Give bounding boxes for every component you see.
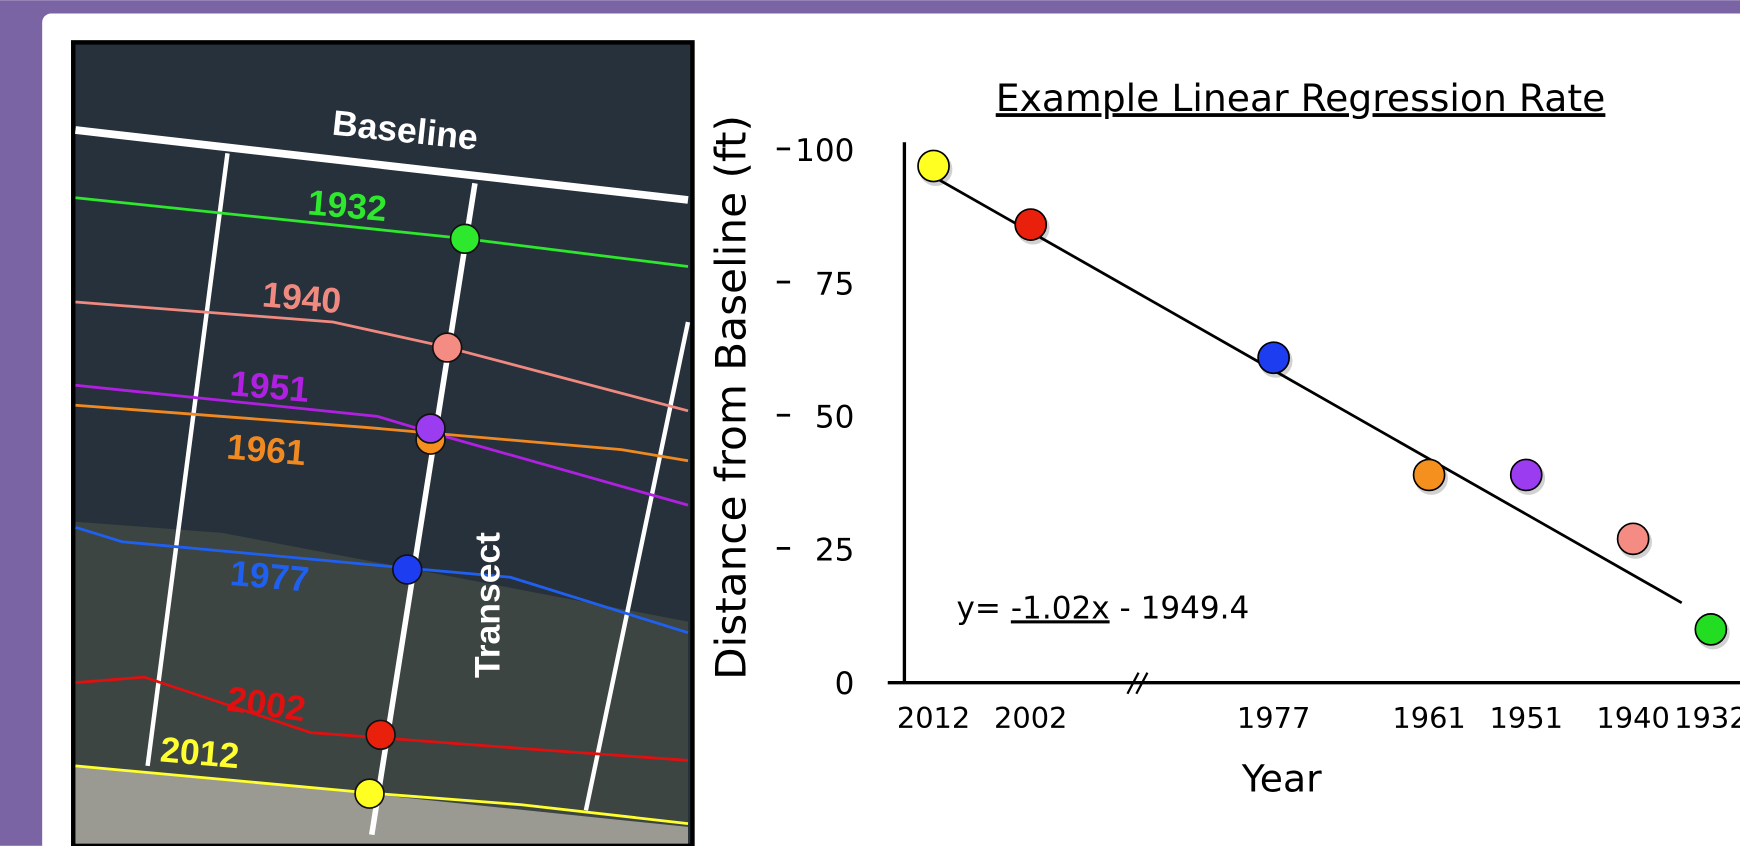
- transect-point: [433, 333, 462, 362]
- point: [1618, 523, 1649, 554]
- point: [1511, 459, 1542, 490]
- shoreline-year: 2012: [159, 729, 241, 776]
- y-tick-label: 25: [815, 533, 855, 569]
- x-axis-label: Year: [1241, 756, 1322, 800]
- transect-label: Transect: [467, 532, 507, 678]
- y-tick-label: 75: [815, 266, 855, 302]
- x-tick-label: 1977: [1237, 701, 1310, 735]
- y-axis-label: Distance from Baseline (ft): [707, 115, 756, 680]
- y-tick-label: 0: [835, 666, 855, 702]
- point: [1258, 342, 1289, 373]
- x-tick-label: 1940: [1596, 701, 1669, 735]
- shoreline-year: 1940: [261, 274, 343, 321]
- shoreline-year: 1932: [306, 182, 388, 229]
- y-tick-label: 50: [815, 399, 855, 435]
- equation-slope: -1.02x: [1011, 590, 1110, 626]
- equation: y= -1.02x - 1949.4: [957, 590, 1250, 626]
- shoreline-year: 1961: [225, 426, 307, 473]
- transect-point: [355, 779, 384, 808]
- y-tick-label: 100: [795, 133, 854, 169]
- equation-part: - 1949.4: [1119, 590, 1249, 626]
- point: [1015, 209, 1046, 240]
- x-tick-label: 2002: [994, 701, 1067, 735]
- slide: Baseline Transect 1932 1940 1951 1961 19…: [0, 0, 1740, 846]
- x-tick-label: 2012: [897, 701, 970, 735]
- point: [918, 150, 949, 181]
- shoreline-year: 1951: [229, 363, 311, 410]
- transect-point: [451, 224, 480, 253]
- x-tick-label: 1951: [1490, 701, 1563, 735]
- chart-title: Example Linear Regression Rate: [996, 76, 1606, 120]
- transect-point: [393, 555, 422, 584]
- map: Baseline Transect 1932 1940 1951 1961 19…: [73, 42, 692, 845]
- transect-point: [366, 720, 395, 749]
- page: Baseline Transect 1932 1940 1951 1961 19…: [0, 0, 1740, 846]
- equation-part: y=: [957, 590, 1001, 626]
- transect-point: [416, 414, 445, 443]
- x-tick-label: 1961: [1392, 701, 1465, 735]
- shoreline-year: 1977: [229, 553, 311, 600]
- point: [1414, 459, 1445, 490]
- point: [1695, 614, 1726, 645]
- x-tick-label: 1932: [1674, 701, 1740, 735]
